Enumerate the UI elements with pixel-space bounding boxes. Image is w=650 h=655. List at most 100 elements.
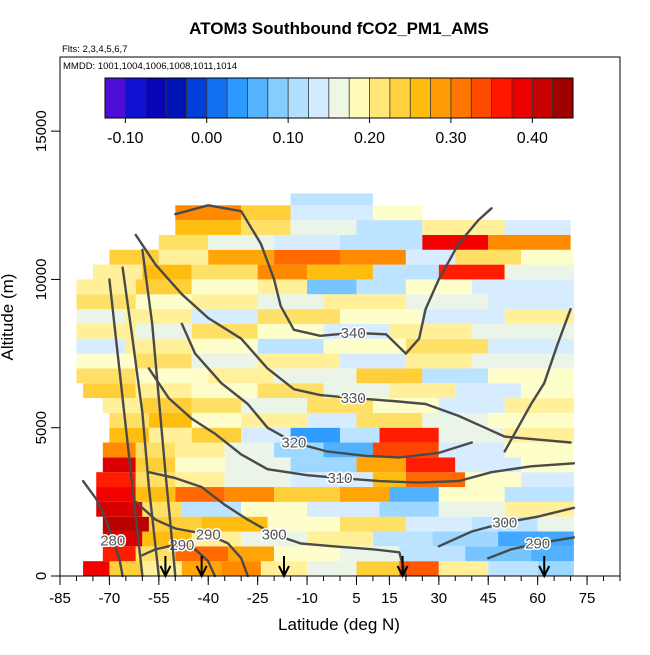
heatmap-cell (224, 442, 275, 458)
colorbar-segment (511, 78, 533, 118)
x-tick-label: 45 (480, 590, 497, 607)
colorbar-segment (308, 78, 330, 118)
heatmap-cell (455, 457, 522, 473)
heatmap-cell (257, 353, 340, 369)
heatmap-cell (274, 249, 340, 265)
heatmap-cell (76, 309, 126, 324)
heatmap-cell (356, 412, 423, 428)
heatmap-cell (438, 561, 489, 576)
heatmap-cell (455, 249, 522, 265)
heatmap-cell (208, 234, 275, 250)
heatmap-cell (340, 249, 406, 265)
heatmap-cell (135, 487, 176, 502)
y-tick-label: 10000 (33, 259, 50, 301)
heatmap-cell (504, 309, 574, 324)
heatmap-cell (175, 442, 225, 458)
heatmap-cell (125, 309, 192, 324)
heatmap-cell (241, 427, 291, 443)
heatmap-cell (438, 442, 505, 458)
heatmap-cell (504, 442, 574, 458)
heatmap-cell (76, 338, 126, 354)
heatmap-cell (422, 412, 489, 428)
heatmap-cell (191, 279, 258, 295)
colorbar-segment (430, 78, 452, 118)
contour-line (174, 204, 493, 355)
colorbar-segment (288, 78, 309, 118)
colorbar-tick-label: 0.40 (517, 130, 548, 147)
heatmap-cell (148, 516, 202, 532)
heatmap-cell (307, 501, 380, 517)
heatmap-cell (191, 383, 258, 399)
x-axis: -85 -70 -55 -40 -25 -10 5 15 30 45 60 75 (49, 576, 621, 607)
heatmap-cell (422, 368, 489, 384)
heatmap-cell (290, 220, 357, 235)
heatmap-cell (471, 353, 574, 369)
heatmap-cell (257, 264, 308, 280)
colorbar-segment (349, 78, 371, 118)
heatmap-cell (191, 309, 258, 324)
contour-line (437, 506, 576, 548)
heatmap-cell (175, 487, 225, 502)
heatmap-cell (307, 531, 373, 547)
heatmap-cell (241, 531, 308, 547)
heatmap-cell (422, 220, 505, 235)
heatmap-cell (372, 264, 439, 280)
heatmap-cell (521, 472, 574, 488)
colorbar-segment (125, 78, 147, 118)
colorbar-segment (186, 78, 208, 118)
heatmap-cell (307, 279, 357, 295)
contour-label: 290 (169, 537, 194, 554)
heatmap-cell (208, 368, 275, 384)
heatmap-cell (307, 264, 373, 280)
heatmap-cell (422, 309, 505, 324)
heatmap-cell (257, 383, 324, 399)
heatmap-cell (96, 487, 136, 502)
heatmap-cell (356, 220, 423, 235)
heatmap-cell (504, 264, 574, 280)
heatmap-cell (307, 398, 373, 413)
x-tick-label: -25 (247, 590, 269, 607)
chart-title: ATOM3 Southbound fCO2_PM1_AMS (189, 19, 489, 38)
heatmap-cell (290, 205, 373, 221)
x-tick-label: -40 (197, 590, 219, 607)
heatmap-cell (488, 294, 574, 310)
heatmap-cell (537, 516, 574, 532)
heatmap-cell (142, 264, 192, 280)
colorbar-segment (227, 78, 248, 118)
heatmap-cell (438, 427, 505, 443)
heatmap-cell (340, 487, 390, 502)
contour-line (147, 471, 408, 578)
heatmap-cell (175, 220, 242, 235)
heatmap-cell (274, 487, 340, 502)
heatmap-cell (83, 383, 136, 399)
heatmap-cell (455, 383, 522, 399)
heatmap-cell (389, 323, 472, 339)
contour-label: 290 (525, 535, 550, 552)
contour-label: 330 (341, 390, 366, 407)
heatmap-cell (274, 368, 357, 384)
colorbar-frame (104, 77, 574, 119)
heatmap-cell (389, 487, 439, 502)
contour-line (134, 233, 572, 444)
heatmap-cell (135, 323, 192, 339)
heatmap-cell (372, 531, 433, 547)
heatmap-cell (148, 427, 192, 443)
y-tick-label: 5000 (33, 411, 50, 444)
heatmap-cell (257, 323, 324, 339)
chart-subtitle-dates: MMDD: 1001,1004,1006,1008,1011,1014 (63, 61, 237, 72)
heatmap-cell (158, 234, 209, 250)
contour-line (487, 536, 576, 560)
heatmap-cell (389, 383, 456, 399)
heatmap-cell (102, 457, 136, 473)
colorbar-segment (532, 78, 554, 118)
heatmap-cell (356, 561, 400, 576)
colorbar-segment (389, 78, 411, 118)
contour-label: 280 (100, 532, 125, 549)
heatmap-cell (471, 323, 574, 339)
heatmap-cell (109, 427, 149, 443)
heatmap-cell (135, 442, 176, 458)
